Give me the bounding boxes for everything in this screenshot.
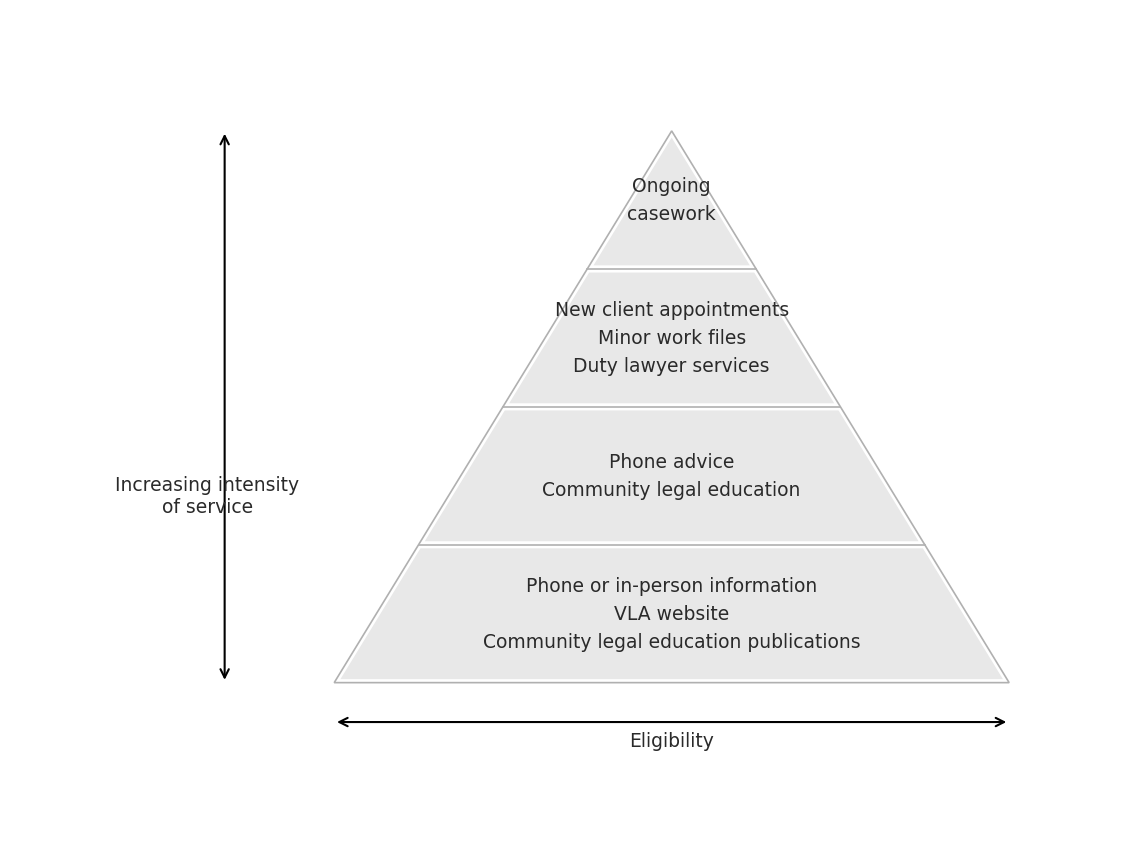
Polygon shape	[503, 269, 840, 407]
Polygon shape	[418, 407, 925, 545]
Text: Phone advice
Community legal education: Phone advice Community legal education	[543, 452, 801, 499]
Polygon shape	[587, 132, 756, 269]
Polygon shape	[334, 545, 1009, 682]
Text: New client appointments
Minor work files
Duty lawyer services: New client appointments Minor work files…	[554, 301, 788, 376]
Text: Ongoing
casework: Ongoing casework	[628, 177, 716, 224]
Text: Phone or in-person information
VLA website
Community legal education publication: Phone or in-person information VLA websi…	[483, 577, 861, 652]
Text: Increasing intensity
of service: Increasing intensity of service	[115, 475, 300, 516]
Text: Eligibility: Eligibility	[629, 731, 714, 750]
